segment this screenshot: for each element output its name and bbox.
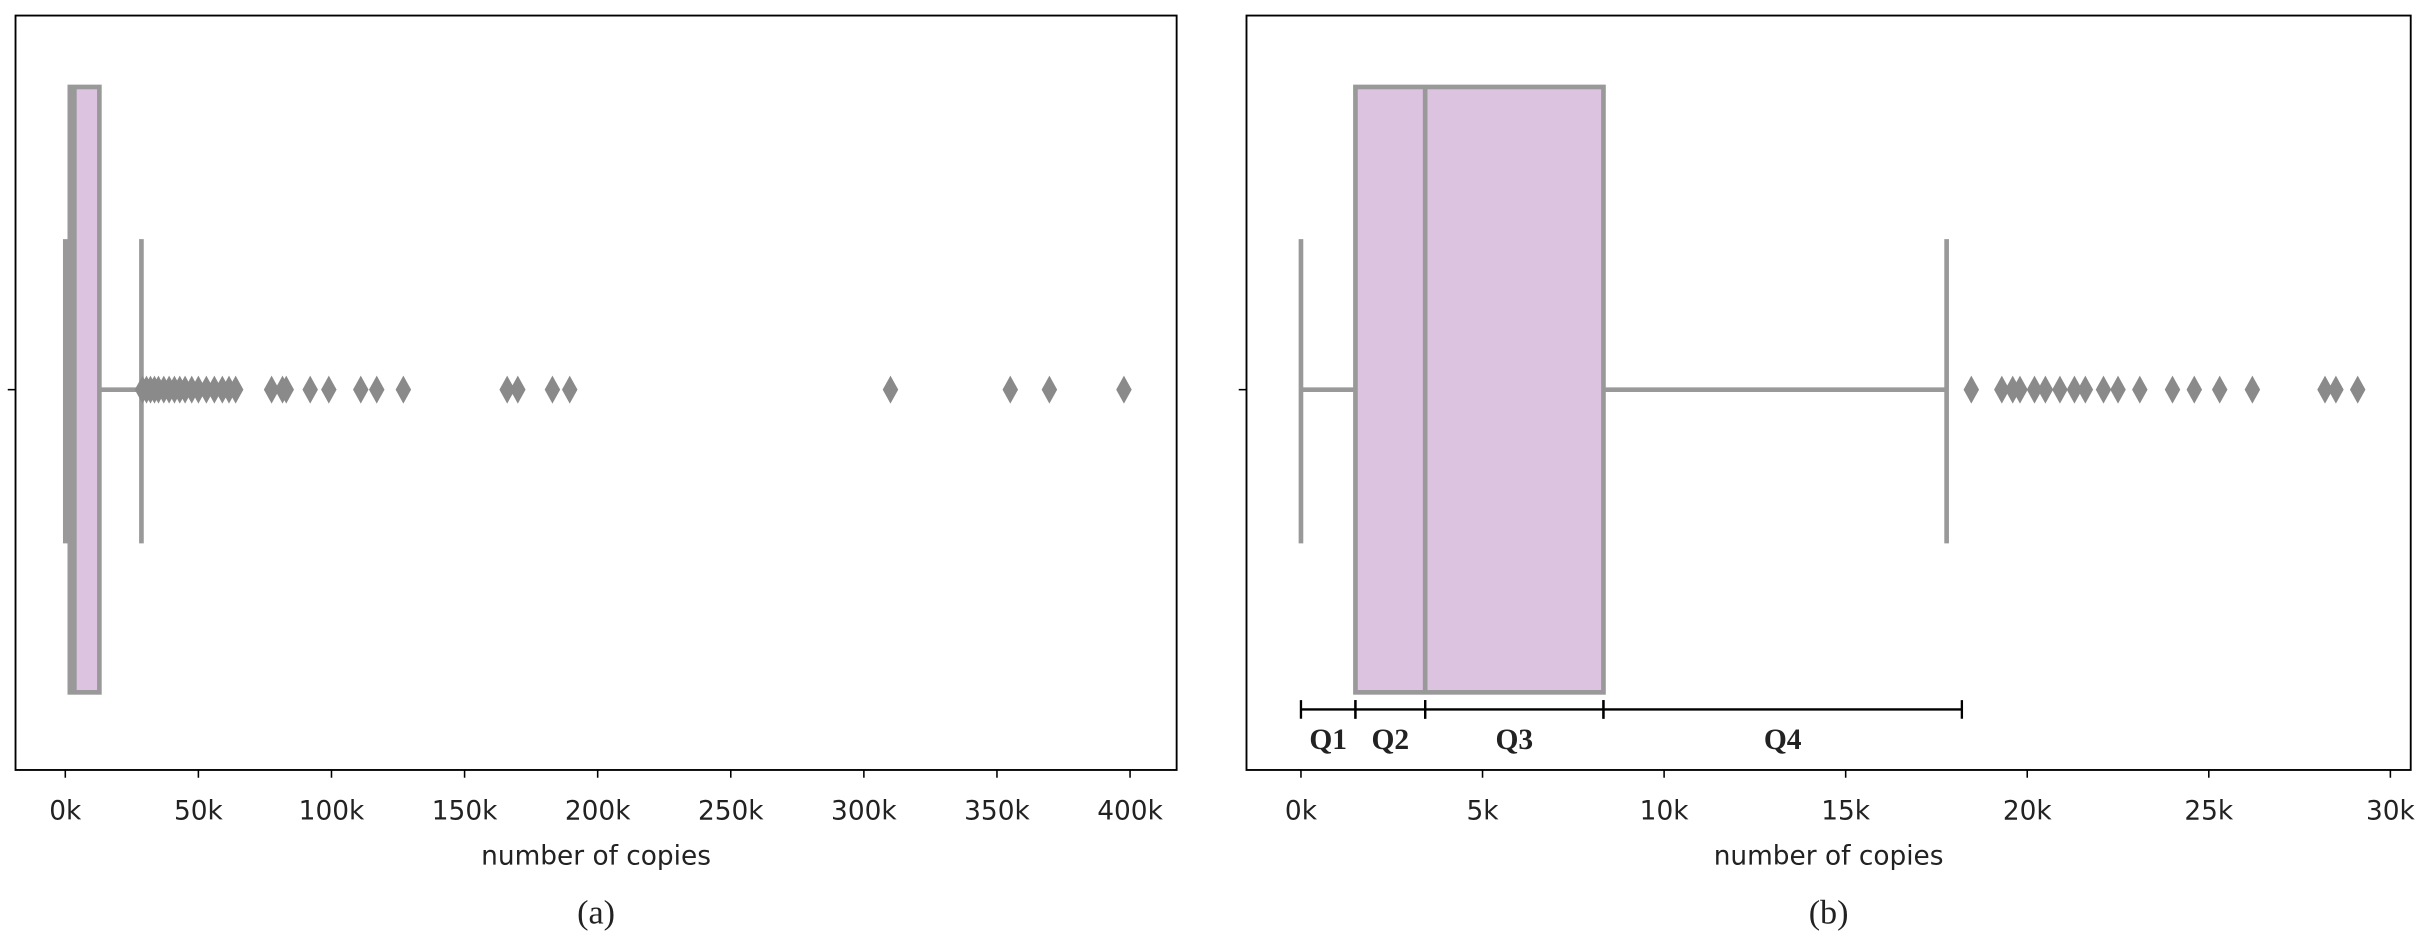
outlier — [353, 375, 369, 404]
x-axis-label: number of copies — [481, 841, 711, 871]
outlier — [2244, 375, 2261, 404]
x-tick-label: 25k — [2184, 796, 2234, 826]
x-tick-label: 20k — [2003, 796, 2053, 826]
outlier — [1116, 375, 1132, 404]
x-axis-label: number of copies — [1714, 841, 1944, 871]
outlier — [2328, 375, 2344, 404]
plot-frame — [1245, 14, 2412, 771]
x-tick-label: 400k — [1097, 796, 1163, 826]
outlier — [2164, 375, 2181, 404]
outlier — [198, 375, 215, 404]
outlier — [2186, 375, 2203, 404]
x-tick-label: 150k — [432, 796, 498, 826]
outlier — [2037, 375, 2054, 404]
x-tick-label: 350k — [964, 796, 1030, 826]
outlier — [368, 375, 385, 404]
outlier — [1994, 375, 2010, 404]
outlier — [2132, 375, 2148, 404]
x-tick-label: 250k — [698, 796, 764, 826]
outlier — [561, 375, 578, 404]
outlier — [395, 375, 412, 404]
outlier — [1041, 375, 1058, 404]
box — [1353, 84, 1606, 695]
x-tick-label: 5k — [1467, 796, 1500, 826]
outlier — [278, 375, 294, 404]
outlier — [2110, 375, 2126, 404]
caption: (a) — [577, 895, 615, 932]
outlier — [2077, 375, 2094, 404]
quartile-label: Q2 — [1371, 724, 1409, 756]
outlier — [227, 375, 244, 404]
outlier — [2349, 375, 2366, 404]
outlier — [190, 375, 207, 404]
x-tick-label: 300k — [831, 796, 897, 826]
x-tick-label: 15k — [1821, 796, 1871, 826]
outlier — [499, 375, 515, 404]
outlier — [544, 375, 561, 404]
outlier — [321, 375, 337, 404]
caption: (b) — [1809, 895, 1849, 932]
x-tick-label: 200k — [565, 796, 631, 826]
x-tick-label: 30k — [2366, 796, 2416, 826]
quartile-label: Q1 — [1309, 724, 1347, 756]
x-tick-label: 50k — [174, 796, 224, 826]
outlier — [2317, 375, 2333, 404]
x-tick-label: 100k — [299, 796, 365, 826]
outlier — [263, 375, 280, 404]
outlier — [510, 375, 526, 404]
plot-frame — [14, 14, 1178, 771]
quartile-label: Q4 — [1764, 724, 1802, 756]
outlier — [2052, 375, 2068, 404]
outlier — [1963, 375, 1980, 404]
x-tick-label: 10k — [1640, 796, 1690, 826]
outlier — [302, 375, 318, 404]
x-tick-label: 0k — [49, 796, 82, 826]
quartile-label: Q3 — [1495, 724, 1533, 756]
x-tick-label: 0k — [1285, 796, 1318, 826]
outlier — [2026, 375, 2043, 404]
outlier — [2211, 375, 2228, 404]
outlier — [1002, 375, 1019, 404]
outlier — [882, 375, 899, 404]
outlier — [2012, 375, 2028, 404]
outlier — [206, 375, 223, 404]
outlier — [2095, 375, 2112, 404]
